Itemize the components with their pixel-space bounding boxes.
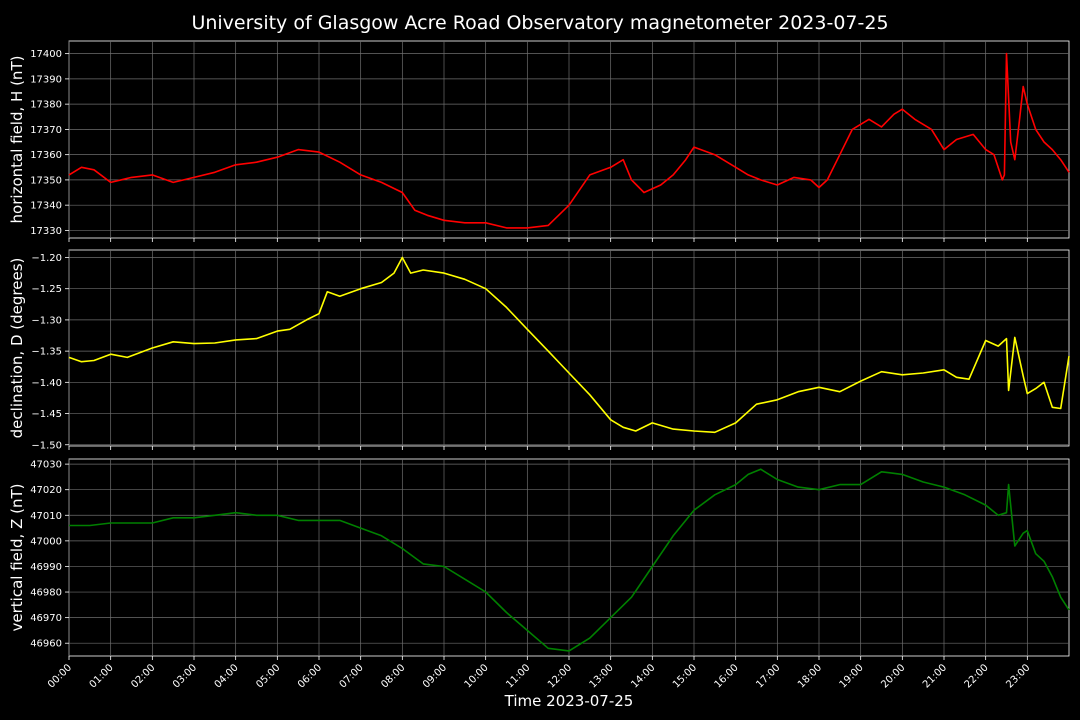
x-tick-label: 23:00: [1004, 662, 1032, 690]
x-tick-label: 17:00: [754, 662, 782, 690]
y-tick-label: −1.25: [31, 284, 62, 295]
x-tick-label: 15:00: [671, 662, 699, 690]
x-tick-label: 02:00: [129, 662, 157, 690]
h-field-panel: 17330 17340 17350 17360 17370 17380 17390 17400…: [8, 40, 1070, 242]
x-axis-label: Time 2023-07-25: [504, 692, 634, 710]
x-tick-label: 00:00: [46, 662, 74, 690]
x-tick-label: 09:00: [421, 662, 449, 690]
y-tick-label: −1.20: [31, 253, 62, 264]
y-tick-label: 17330: [30, 226, 62, 237]
y-tick-label: 17400: [30, 49, 62, 60]
x-tick-label: 01:00: [88, 662, 116, 690]
x-tick-label: 20:00: [879, 662, 907, 690]
y-tick-label: 47020: [30, 485, 62, 496]
y-tick-label: 17390: [30, 74, 62, 85]
x-tick-label: 03:00: [171, 662, 199, 690]
z-field-panel: 46960 46970 46980 46990 47000 47010 47020 47030…: [8, 458, 1070, 660]
x-tick-label: 14:00: [629, 662, 657, 690]
h-field-series-line: [68, 52, 1070, 229]
x-tick-label: 06:00: [296, 662, 324, 690]
y-tick-label: −1.45: [31, 409, 62, 420]
y-tick-label: 17360: [30, 150, 62, 161]
x-tick-label: 08:00: [379, 662, 407, 690]
y-tick-label: −1.35: [31, 347, 62, 358]
y-tick-label: 17350: [30, 175, 62, 186]
chart-title: University of Glasgow Acre Road Observat…: [191, 12, 888, 34]
y-tick-label: 17340: [30, 201, 62, 212]
declination-series-line: [68, 256, 1070, 434]
x-tick-label: 10:00: [463, 662, 491, 690]
z-field-series-line: [69, 468, 1070, 652]
y-tick-label: 17370: [30, 125, 62, 136]
y-tick-label: 46970: [30, 613, 62, 624]
x-tick-label: 07:00: [338, 662, 366, 690]
x-tick-label: 22:00: [963, 662, 991, 690]
declination-y-axis-label: declination, D (degrees): [8, 258, 26, 439]
y-tick-label: −1.30: [31, 315, 62, 326]
y-tick-label: 46960: [30, 639, 62, 650]
x-tick-label: 18:00: [796, 662, 824, 690]
x-tick-label: 16:00: [713, 662, 741, 690]
declination-panel: −1.20 −1.25 −1.30 −1.35 −1.40 −1.45 −1.50 decli…: [8, 249, 1070, 451]
x-tick-label: 13:00: [588, 662, 616, 690]
y-tick-label: 47030: [30, 460, 62, 471]
x-tick-label: 21:00: [921, 662, 949, 690]
y-tick-label: 17380: [30, 100, 62, 111]
y-tick-label: 46990: [30, 562, 62, 573]
z-field-y-axis-label: vertical field, Z (nT): [8, 483, 26, 631]
y-tick-label: 47010: [30, 511, 62, 522]
x-tick-label: 05:00: [254, 662, 282, 690]
y-tick-label: 46980: [30, 588, 62, 599]
y-tick-label: −1.50: [31, 440, 62, 451]
x-tick-label: 19:00: [838, 662, 866, 690]
y-tick-label: 47000: [30, 536, 62, 547]
h-field-y-axis-label: horizontal field, H (nT): [8, 56, 26, 224]
x-tick-label: 12:00: [546, 662, 574, 690]
x-tick-label: 04:00: [213, 662, 241, 690]
y-tick-label: −1.40: [31, 378, 62, 389]
x-tick-label: 11:00: [504, 662, 532, 690]
